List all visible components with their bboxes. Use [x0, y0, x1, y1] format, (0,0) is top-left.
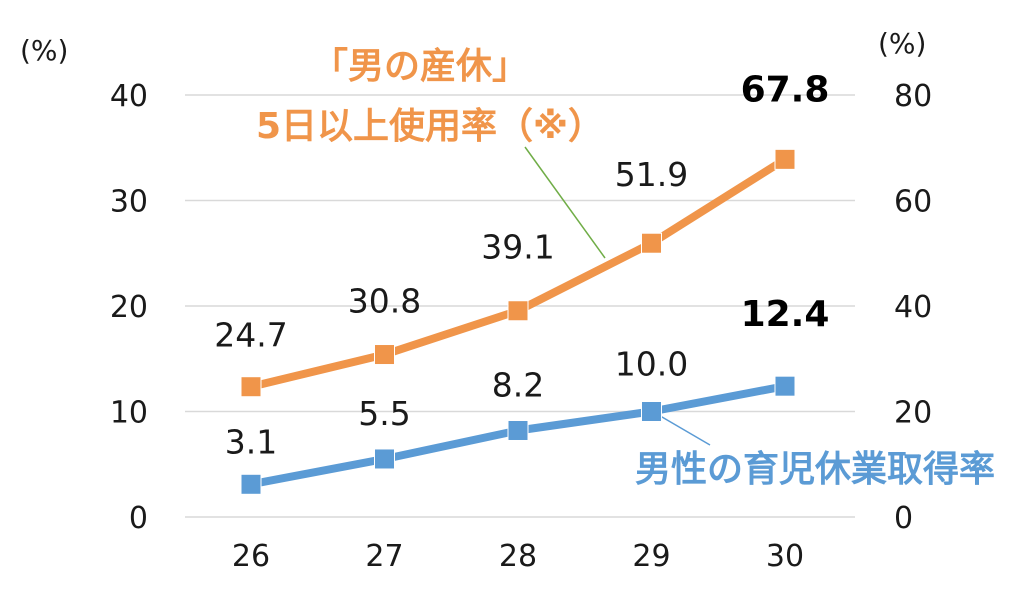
x-tick-label: 28: [499, 539, 537, 574]
data-label: 10.0: [615, 345, 688, 384]
series-line: [250, 155, 788, 391]
series-lines: [240, 148, 796, 495]
blue-series-title: 男性の育児休業取得率: [635, 449, 995, 490]
data-label: 30.8: [348, 282, 421, 321]
data-label: 51.9: [615, 155, 688, 194]
right-y-axis: 0 20 40 60 80 (%): [878, 27, 932, 536]
x-tick-label: 30: [766, 539, 804, 574]
data-label: 3.1: [225, 422, 277, 461]
right-axis-unit: (%): [878, 27, 926, 60]
right-tick-label: 80: [894, 79, 932, 114]
left-tick-label: 20: [110, 290, 148, 325]
data-point: [774, 375, 796, 397]
left-axis-unit: (%): [20, 34, 68, 67]
x-tick-label: 27: [365, 539, 403, 574]
data-point: [240, 473, 262, 495]
data-point: [641, 401, 662, 422]
left-y-axis: 0 10 20 30 40 (%): [20, 34, 148, 536]
data-point: [374, 448, 395, 470]
left-tick-label: 0: [129, 501, 148, 536]
data-label: 12.4: [741, 294, 830, 335]
left-tick-label: 30: [110, 185, 148, 220]
right-tick-label: 0: [894, 501, 913, 536]
data-point: [507, 419, 529, 441]
left-tick-label: 40: [110, 79, 148, 114]
orange-series-title-line-2: 5日以上使用率（※）: [256, 106, 604, 147]
data-label: 67.8: [741, 69, 830, 110]
data-label: 5.5: [358, 394, 410, 433]
series-titles: 男性の育児休業取得率 「男の産休」 5日以上使用率（※）: [256, 46, 995, 490]
data-label: 39.1: [481, 228, 554, 267]
data-labels: 3.1 5.5 8.2 10.0 12.4 24.7 30.8 39.1 51.9 67.8: [214, 69, 829, 461]
data-point: [507, 300, 529, 322]
data-point: [641, 232, 662, 254]
data-point: [240, 376, 262, 398]
orange-series-callout: [524, 146, 606, 259]
right-tick-label: 20: [894, 396, 932, 431]
data-label: 8.2: [492, 365, 544, 404]
orange-series-title-line-1: 「男の産休」: [312, 46, 528, 87]
data-point: [374, 344, 395, 366]
x-tick-label: 26: [232, 539, 270, 574]
data-point: [774, 148, 796, 170]
right-tick-label: 40: [894, 290, 932, 325]
x-axis: 26 27 28 29 30: [232, 539, 804, 574]
data-label: 24.7: [214, 316, 287, 355]
right-tick-label: 60: [894, 185, 932, 220]
left-tick-label: 10: [110, 396, 148, 431]
x-tick-label: 29: [632, 539, 670, 574]
